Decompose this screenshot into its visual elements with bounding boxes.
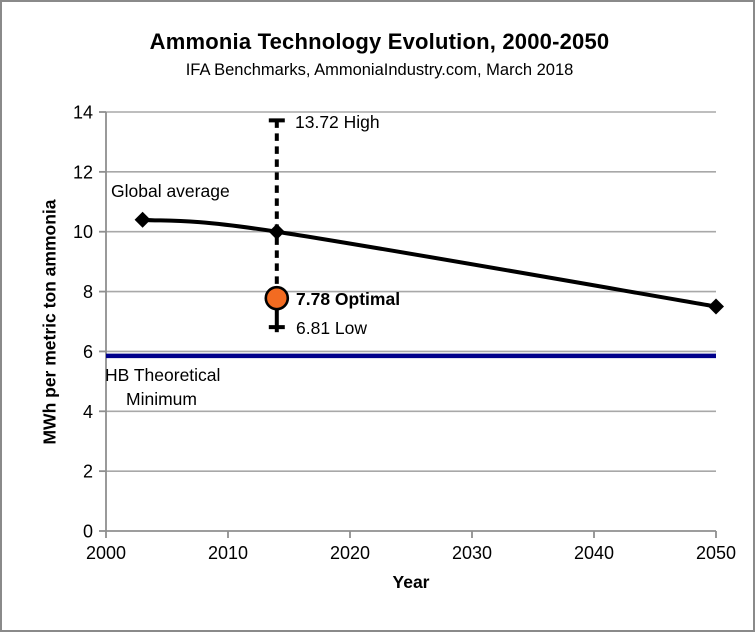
reference-line-label-line1: HB Theoretical [105,365,221,385]
y-tick-label-12: 12 [73,162,93,182]
series-label-global-average: Global average [111,181,230,201]
error-bar-low-label: 6.81 Low [296,318,368,338]
y-tick-label-8: 8 [83,282,93,302]
x-tick-label-2040: 2040 [574,543,614,563]
error-bar-high-label: 13.72 High [295,112,380,132]
y-tick-label-6: 6 [83,342,93,362]
y-tick-label-10: 10 [73,222,93,242]
series-marker-0-2 [708,298,724,315]
chart-subtitle: IFA Benchmarks, AmmoniaIndustry.com, Mar… [185,61,574,79]
y-tick-label-14: 14 [73,103,93,123]
series-marker-0-1 [268,223,285,240]
series-marker-0-0 [134,211,151,228]
chart-title: Ammonia Technology Evolution, 2000-2050 [149,29,610,54]
y-tick-label-0: 0 [83,522,93,542]
x-tick-label-2000: 2000 [86,543,126,563]
x-tick-label-2050: 2050 [696,543,736,563]
error-bar-optimal-label: 7.78 Optimal [296,289,401,309]
optimal-point-marker [264,285,290,311]
x-tick-label-2010: 2010 [208,543,248,563]
y-tick-label-2: 2 [83,462,93,482]
x-tick-label-2030: 2030 [452,543,492,563]
reference-line-label-line2: Minimum [126,389,197,409]
reference-line-label: HB Theoretical Minimum [105,363,220,411]
series-line-0 [142,217,717,309]
y-tick-label-4: 4 [83,402,93,422]
x-tick-label-2020: 2020 [330,543,370,563]
x-axis-title: Year [392,572,430,592]
